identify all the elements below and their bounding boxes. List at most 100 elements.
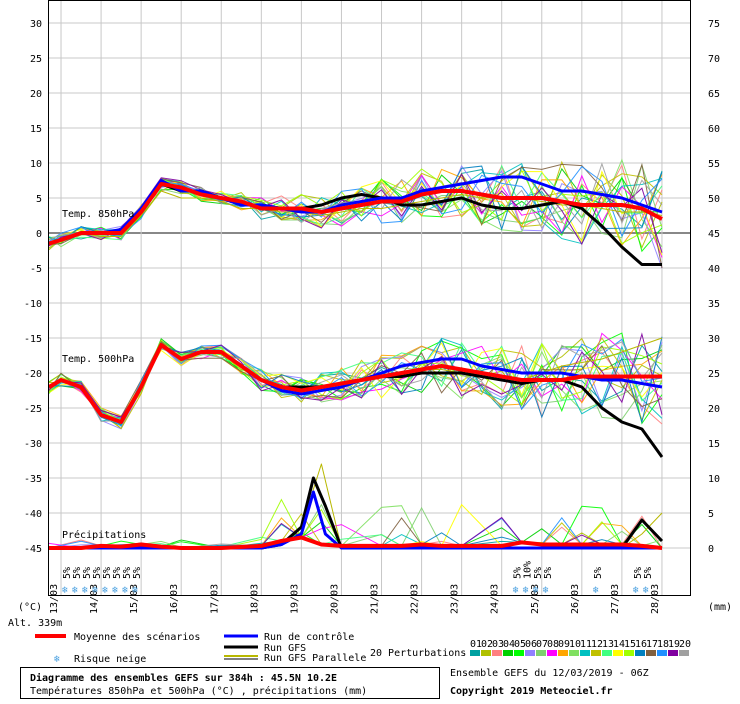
perturbation-color-swatch — [558, 650, 568, 656]
date-tick-label: 21/03 — [370, 584, 381, 614]
snow-risk-percent: 5% — [112, 567, 123, 579]
footer-copyright: Copyright 2019 Meteociel.fr — [450, 685, 613, 697]
perturbation-color-swatch — [525, 650, 535, 656]
date-tick-label: 14/03 — [89, 584, 100, 614]
legend: Moyenne des scénarios ❄ Risque neige Run… — [35, 631, 691, 665]
panel-label-precip: Précipitations — [62, 529, 146, 541]
date-tick-label: 27/03 — [610, 584, 621, 614]
right-unit-label: (mm) — [708, 602, 732, 613]
snowflake-icon: ❄ — [92, 585, 99, 596]
snowflake-icon: ❄ — [82, 585, 89, 596]
snowflake-icon: ❄ — [112, 585, 119, 596]
perturbation-id-label: 17 — [646, 639, 658, 650]
run-gfs-parallele-t850-line — [48, 190, 663, 244]
snowflake-icon: ❄ — [54, 654, 61, 665]
snowflake-icon: ❄ — [593, 585, 600, 596]
legend-label-control: Run de contrôle — [264, 631, 354, 643]
perturbation-id-label: 04 — [503, 639, 515, 650]
snowflake-icon: ❄ — [62, 585, 69, 596]
date-tick-label: 26/03 — [570, 584, 581, 614]
left-tick-label: -25 — [24, 404, 42, 415]
perturbation-color-swatch — [569, 650, 579, 656]
perturbation-color-swatch — [635, 650, 645, 656]
snowflake-icon: ❄ — [543, 585, 550, 596]
perturbation-id-label: 06 — [525, 639, 537, 650]
date-tick-label: 25/03 — [530, 584, 541, 614]
snowflake-icon: ❄ — [132, 585, 139, 596]
date-tick-label: 16/03 — [169, 584, 180, 614]
date-tick-label: 13/03 — [49, 584, 60, 614]
panel-label-t500: Temp. 500hPa — [62, 354, 134, 365]
snow-risk-percent: 5% — [513, 567, 524, 579]
date-tick-label: 18/03 — [249, 584, 260, 614]
left-tick-label: -45 — [24, 544, 42, 555]
perturbation-id-label: 13 — [602, 639, 614, 650]
right-tick-label: 15 — [708, 439, 720, 450]
date-tick-label: 15/03 — [129, 584, 140, 614]
footer-run: Ensemble GEFS du 12/03/2019 - 06Z — [450, 668, 649, 679]
left-tick-label: 10 — [30, 159, 42, 170]
footer-subtitle: Températures 850hPa et 500hPa (°C) , pré… — [30, 685, 367, 697]
right-tick-label: 60 — [708, 124, 720, 135]
snow-risk-percent: 5% — [533, 567, 544, 579]
run-de-contr-le-t850-line — [48, 175, 663, 245]
left-tick-label: -5 — [30, 264, 42, 275]
snow-risk-percent: 5% — [82, 567, 93, 579]
right-tick-label: 0 — [708, 544, 714, 555]
left-tick-label: -40 — [24, 509, 42, 520]
date-tick-label: 19/03 — [289, 584, 300, 614]
perturbation-id-label: 12 — [591, 639, 603, 650]
perturbation-color-swatch — [657, 650, 667, 656]
moyenne-des-sc-narios-t850-line — [48, 182, 663, 246]
date-tick-label: 23/03 — [450, 584, 461, 614]
right-tick-label: 30 — [708, 334, 720, 345]
snowflake-icon: ❄ — [72, 585, 79, 596]
snow-risk-percent: 5% — [62, 567, 73, 579]
perturbation-id-label: 10 — [569, 639, 581, 650]
right-tick-label: 20 — [708, 404, 720, 415]
perturbation-id-label: 08 — [547, 639, 559, 650]
perturbation-color-swatch — [668, 650, 678, 656]
right-tick-label: 40 — [708, 264, 720, 275]
right-tick-label: 45 — [708, 229, 720, 240]
perturbation-color-swatch — [591, 650, 601, 656]
perturbation-color-swatch — [613, 650, 623, 656]
left-tick-label: -10 — [24, 299, 42, 310]
legend-label-snow: Risque neige — [74, 654, 146, 665]
date-tick-label: 22/03 — [410, 584, 421, 614]
perturbation-id-label: 09 — [558, 639, 570, 650]
moyenne-des-sc-narios-precip-line — [49, 535, 663, 550]
left-tick-label: 30 — [30, 19, 42, 30]
perturbation-color-swatch — [580, 650, 590, 656]
perturbation-id-label: 19 — [668, 639, 680, 650]
right-tick-label: 65 — [708, 89, 720, 100]
left-unit-label: (°C) — [18, 602, 42, 613]
left-tick-label: 20 — [30, 89, 42, 100]
perturbation-color-swatch — [536, 650, 546, 656]
date-tick-label: 20/03 — [329, 584, 340, 614]
perturbation-id-label: 20 — [679, 639, 691, 650]
perturbation-id-label: 01 — [470, 639, 482, 650]
panel-label-t850: Temp. 850hPa — [62, 209, 134, 220]
right-tick-label: 35 — [708, 299, 720, 310]
snow-risk-percent: 5% — [102, 567, 113, 579]
left-tick-label: 5 — [36, 194, 42, 205]
perturbation-id-label: 03 — [492, 639, 504, 650]
snowflake-icon: ❄ — [523, 585, 530, 596]
right-tick-label: 55 — [708, 159, 720, 170]
perturbation-id-label: 18 — [657, 639, 669, 650]
snowflake-icon: ❄ — [633, 585, 640, 596]
altitude-label: Alt. 339m — [8, 618, 62, 629]
date-tick-label: 17/03 — [209, 584, 220, 614]
snowflake-icon: ❄ — [122, 585, 129, 596]
legend-label-gfs-parallele: Run GFS Parallele — [264, 653, 366, 664]
perturbation-id-label: 15 — [624, 639, 636, 650]
perturbation-id-label: 11 — [580, 639, 592, 650]
perturbation-color-swatch — [679, 650, 689, 656]
snow-risk-percent: 5% — [122, 567, 133, 579]
legend-label-gfs: Run GFS — [264, 643, 306, 654]
perturbation-color-swatch — [646, 650, 656, 656]
